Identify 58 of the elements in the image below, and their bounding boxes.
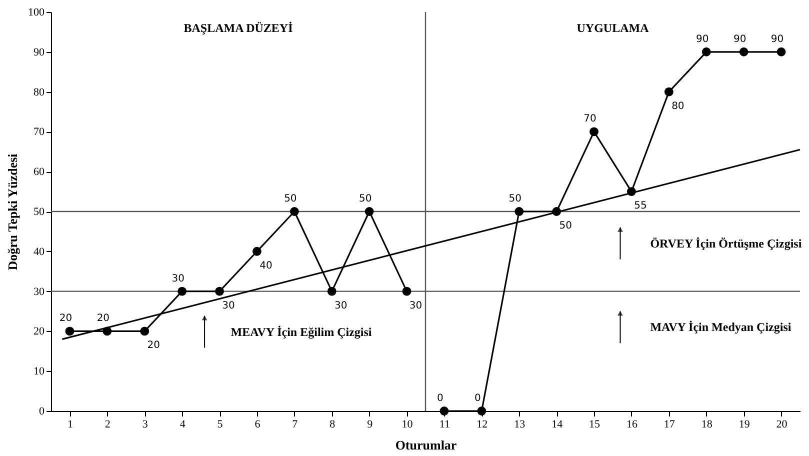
x-tick-label: 4 <box>180 418 186 430</box>
x-tick-label: 8 <box>330 418 336 430</box>
y-tick-label: 20 <box>34 326 45 338</box>
x-tick-label: 9 <box>367 418 374 430</box>
x-tick-label: 15 <box>589 418 601 430</box>
data-label: 55 <box>634 200 647 212</box>
data-label: 70 <box>584 114 596 125</box>
x-tick-label: 10 <box>402 418 414 430</box>
data-label: 30 <box>222 300 235 312</box>
y-tick-label: 80 <box>34 86 45 98</box>
x-tick-label: 7 <box>292 418 298 430</box>
ref-line-label: ÖRVEY İçin Örtüşme Çizgisi <box>650 236 802 250</box>
data-label: 50 <box>508 194 522 204</box>
data-label: 90 <box>733 34 746 45</box>
x-tick-label: 16 <box>626 418 638 430</box>
x-tick-label: 14 <box>552 418 564 430</box>
text: MEAVY İçin Eğilim Çizgisi <box>230 324 372 339</box>
x-tick-label: 13 <box>514 418 526 430</box>
data-label: 50 <box>284 194 297 204</box>
data-label: 90 <box>696 34 709 45</box>
data-label: 30 <box>334 300 348 312</box>
y-tick-label: 70 <box>34 126 45 138</box>
data-label: 20 <box>96 313 110 324</box>
data-label: 90 <box>770 34 784 45</box>
data-label: 30 <box>409 300 422 312</box>
x-tick-label: 11 <box>439 418 450 430</box>
x-tick-label: 18 <box>701 418 713 430</box>
x-tick-label: 5 <box>217 418 224 430</box>
y-tick-label: 90 <box>34 46 45 58</box>
data-label: 20 <box>147 340 160 352</box>
data-label: 40 <box>260 260 272 272</box>
x-tick-label: 6 <box>254 418 261 430</box>
data-label: 50 <box>559 220 572 232</box>
data-label: 0 <box>474 393 481 404</box>
y-tick-label: 60 <box>34 166 45 178</box>
annotation: UYGULAMA <box>576 20 650 35</box>
x-tick-label: 1 <box>67 418 73 430</box>
data-label: 0 <box>437 393 444 404</box>
x-axis-title: Oturumlar <box>395 438 457 452</box>
x-tick-label: 20 <box>776 418 788 430</box>
y-tick-label: 10 <box>34 366 45 378</box>
y-axis-title: Doğru Tepki Yüzdesi <box>5 153 20 270</box>
y-tick-label: 40 <box>34 246 45 258</box>
y-tick-label: 100 <box>28 6 45 18</box>
y-tick-label: 0 <box>39 406 45 418</box>
x-tick-label: 17 <box>664 418 676 430</box>
annotation: BAŞLAMA DÜZEYİ <box>184 20 294 35</box>
x-tick-label: 2 <box>104 418 110 430</box>
ref-line-label: MAVY İçin Medyan Çizgisi <box>650 320 792 334</box>
data-label: 50 <box>358 194 372 204</box>
data-label: 30 <box>172 273 184 284</box>
y-tick-label: 50 <box>34 206 45 218</box>
y-tick-label: 30 <box>34 286 45 298</box>
data-label: 80 <box>672 100 684 112</box>
x-tick-label: 3 <box>142 418 148 430</box>
data-label: 20 <box>59 313 72 324</box>
x-tick-label: 19 <box>738 418 750 430</box>
x-tick-label: 12 <box>476 418 488 430</box>
